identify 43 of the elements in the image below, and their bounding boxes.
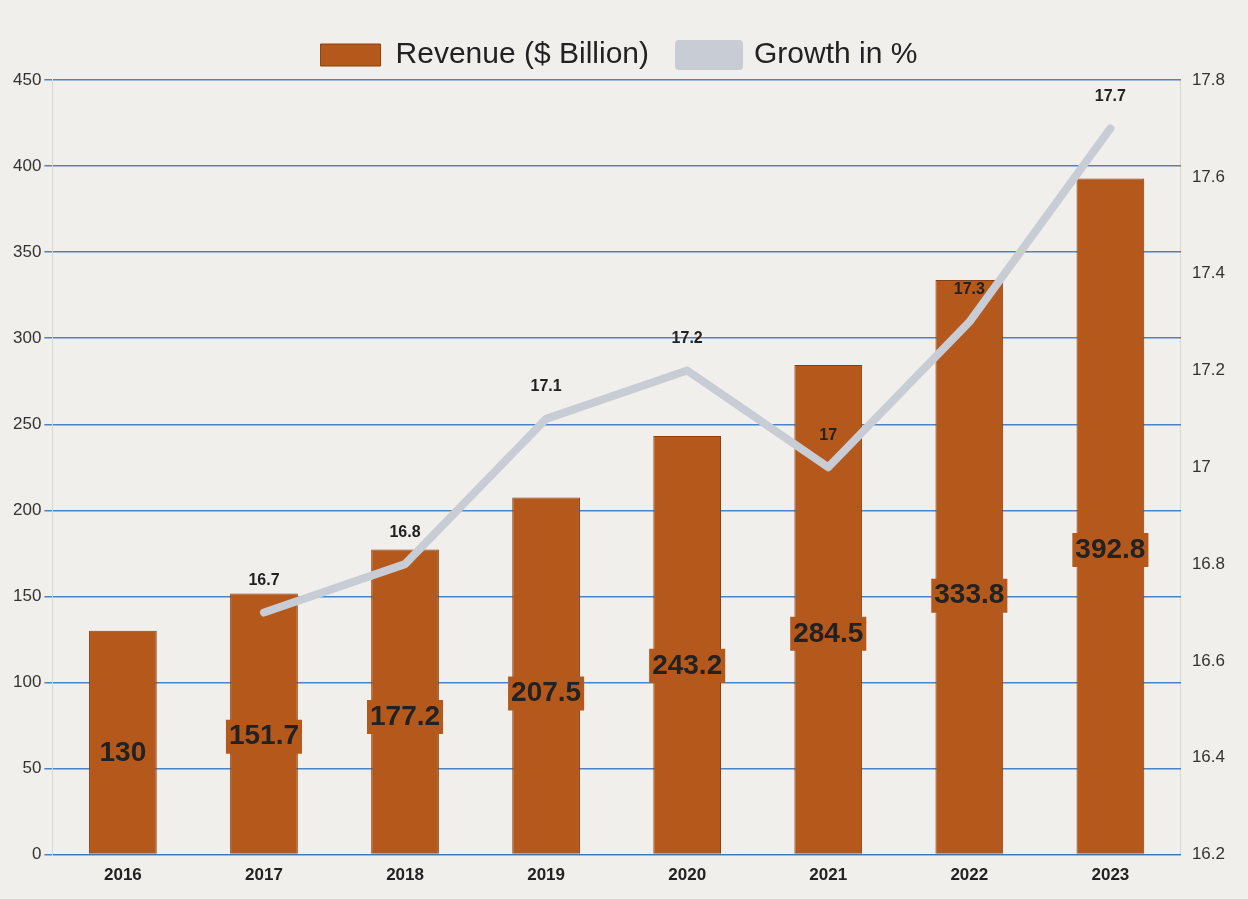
y-tick-label: 450 <box>12 69 42 89</box>
x-tick-label: 2019 <box>527 865 566 885</box>
x-tick-label: 2021 <box>809 865 848 885</box>
y-tick-label: 350 <box>12 241 42 261</box>
y2-tick-label: 17.4 <box>1191 263 1226 283</box>
y2-tick-label: 17 <box>1191 456 1211 476</box>
y-tick-label: 300 <box>12 327 42 347</box>
data-label: 17.1 <box>530 377 562 395</box>
y2-tick-label: 16.4 <box>1191 747 1226 767</box>
y2-tick-label: 16.2 <box>1191 844 1226 864</box>
y2-tick-label: 17.2 <box>1191 360 1226 380</box>
data-label: 243.2 <box>652 648 723 680</box>
y-tick-label: 200 <box>12 500 42 520</box>
data-label: 130 <box>99 736 147 768</box>
data-label: 284.5 <box>793 616 864 648</box>
data-label: 177.2 <box>370 699 441 731</box>
data-label: 16.7 <box>248 570 280 588</box>
x-tick-label: 2018 <box>386 865 424 885</box>
legend-label: Growth in % <box>754 36 918 70</box>
data-label: 17.3 <box>953 280 985 298</box>
y2-tick-label: 16.6 <box>1191 650 1226 670</box>
y-tick-label: 100 <box>12 672 42 692</box>
y2-tick-label: 17.8 <box>1191 69 1226 89</box>
data-label: 17.7 <box>1094 86 1127 104</box>
x-tick-label: 2017 <box>245 865 283 885</box>
x-tick-label: 2023 <box>1091 865 1130 885</box>
x-tick-label: 2020 <box>668 865 707 885</box>
y-tick-label: 400 <box>12 155 42 175</box>
data-label: 16.8 <box>389 522 421 540</box>
data-label: 333.8 <box>934 578 1005 610</box>
y-tick-label: 0 <box>31 844 42 864</box>
data-label: 392.8 <box>1075 532 1146 564</box>
y-tick-label: 250 <box>12 413 42 433</box>
data-label: 17 <box>819 425 838 443</box>
data-label: 151.7 <box>228 719 300 751</box>
x-tick-label: 2016 <box>103 865 142 885</box>
y-tick-label: 150 <box>12 586 42 606</box>
legend-label: Revenue ($ Billion) <box>395 36 650 70</box>
y2-tick-label: 17.6 <box>1191 166 1226 186</box>
data-label: 207.5 <box>511 676 582 708</box>
x-tick-label: 2022 <box>950 865 989 885</box>
y-tick-label: 50 <box>22 758 42 778</box>
y2-tick-label: 16.8 <box>1191 553 1226 573</box>
